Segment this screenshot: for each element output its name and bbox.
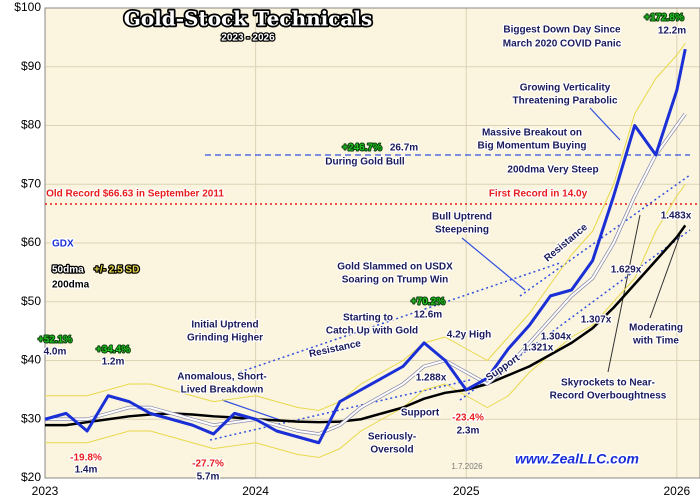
annotation: 1.288x <box>416 373 447 384</box>
annotation: Support <box>401 408 440 419</box>
chart-subtitle: 2023 - 2026 <box>221 33 275 44</box>
annotation: Moderating <box>629 323 683 334</box>
y-tick-label: $30 <box>21 411 41 425</box>
arrow <box>607 214 641 373</box>
arrow <box>221 399 281 421</box>
annotation: March 2020 COVID Panic <box>503 39 622 50</box>
annotation: 200dma Very Steep <box>507 165 598 176</box>
x-tick-label: 2023 <box>32 484 59 498</box>
annotation: +70.2% <box>411 297 445 308</box>
annotation: Initial Uptrend <box>191 320 258 331</box>
y-tick-label: $100 <box>14 0 41 14</box>
series-line <box>45 183 686 458</box>
annotation: +172.8% <box>644 13 684 24</box>
annotation: Bull Uptrend <box>432 212 492 223</box>
annotation: 1.307x <box>581 315 612 326</box>
annotation: Big Momentum Buying <box>478 141 587 152</box>
series-line <box>45 113 687 435</box>
annotation: 1.4m <box>75 465 98 476</box>
annotation: Grinding Higher <box>187 333 263 344</box>
series-line <box>44 48 687 445</box>
resistance-line <box>239 262 561 373</box>
annotation: 4.2y High <box>447 330 491 341</box>
reference-lines <box>45 107 700 441</box>
legend-label: 50dma <box>52 265 84 276</box>
annotation: First Record in 14.0y <box>489 189 588 200</box>
annotation: 12.6m <box>414 310 442 321</box>
annotation: 2.3m <box>457 426 480 437</box>
annotation: 1.629x <box>611 265 642 276</box>
annotation: 1.321x <box>523 343 554 354</box>
annotation: 1.2m <box>102 357 125 368</box>
annotation: Massive Breakout on <box>482 128 582 139</box>
y-tick-label: $80 <box>21 118 41 132</box>
annotation: with Time <box>632 336 679 347</box>
grid: $20 $30 $40 $50 $60 $70 $80 $90 $100 2023 2024 2025… <box>14 0 700 498</box>
annotation: Steepening <box>435 225 489 236</box>
annotation: -23.4% <box>452 413 484 424</box>
annotation: Starting to <box>343 313 393 324</box>
annotation: Catch Up with Gold <box>326 326 418 337</box>
annotation: 1.7.2026 <box>451 462 483 471</box>
legend-label: +/- 2.5 SD <box>94 265 139 276</box>
annotation: Anomalous, Short- <box>177 372 266 383</box>
annotation: During Gold Bull <box>325 157 405 168</box>
annotation: -19.8% <box>70 453 102 464</box>
annotation: Growing Verticality <box>520 83 611 94</box>
legend-label: GDX <box>52 239 74 250</box>
annotation: +52.1% <box>38 335 72 346</box>
annotation: Skyrockets to Near- <box>561 378 655 389</box>
annotation: 5.7m <box>197 472 220 483</box>
annotation: 26.7m <box>390 143 418 154</box>
y-tick-label: $60 <box>21 235 41 249</box>
y-tick-label: $50 <box>21 294 41 308</box>
annotation: -27.7% <box>192 459 224 470</box>
annotation: Seriously- <box>368 432 416 443</box>
annotation: 12.2m <box>658 26 686 37</box>
annotation: Soaring on Trump Win <box>342 275 449 286</box>
y-tick-label: $20 <box>21 470 41 484</box>
legend-label: 200dma <box>52 280 90 291</box>
annotation: 4.0m <box>44 347 67 358</box>
annotation: Lived Breakdown <box>181 385 264 396</box>
x-tick-label: 2025 <box>453 484 480 498</box>
annotation: www.ZealLLC.com <box>515 451 639 467</box>
annotation: 1.483x <box>661 211 692 222</box>
arrow <box>461 237 526 291</box>
annotation: Threatening Parabolic <box>512 96 617 107</box>
plot-border <box>44 7 700 479</box>
annotation: Record Overboughtness <box>550 391 667 402</box>
series <box>44 42 687 458</box>
annotation: Biggest Down Day Since <box>503 25 621 36</box>
annotation: 1.304x <box>541 332 572 343</box>
annotation: +246.7% <box>342 143 382 154</box>
series-line <box>45 42 686 411</box>
arrow <box>589 107 621 141</box>
y-tick-label: $90 <box>21 59 41 73</box>
annotation: +34.4% <box>96 345 130 356</box>
arrow <box>649 234 681 319</box>
y-tick-label: $70 <box>21 176 41 190</box>
annotation: Gold Slammed on USDX <box>337 262 453 273</box>
annotation: Oversold <box>370 445 413 456</box>
y-tick-label: $40 <box>21 353 41 367</box>
x-tick-label: 2024 <box>242 484 269 498</box>
chart-title: Gold-Stock Technicals <box>124 7 373 31</box>
x-tick-label: 2026 <box>663 484 690 498</box>
annotation: Old Record $66.63 in September 2011 <box>46 189 224 200</box>
